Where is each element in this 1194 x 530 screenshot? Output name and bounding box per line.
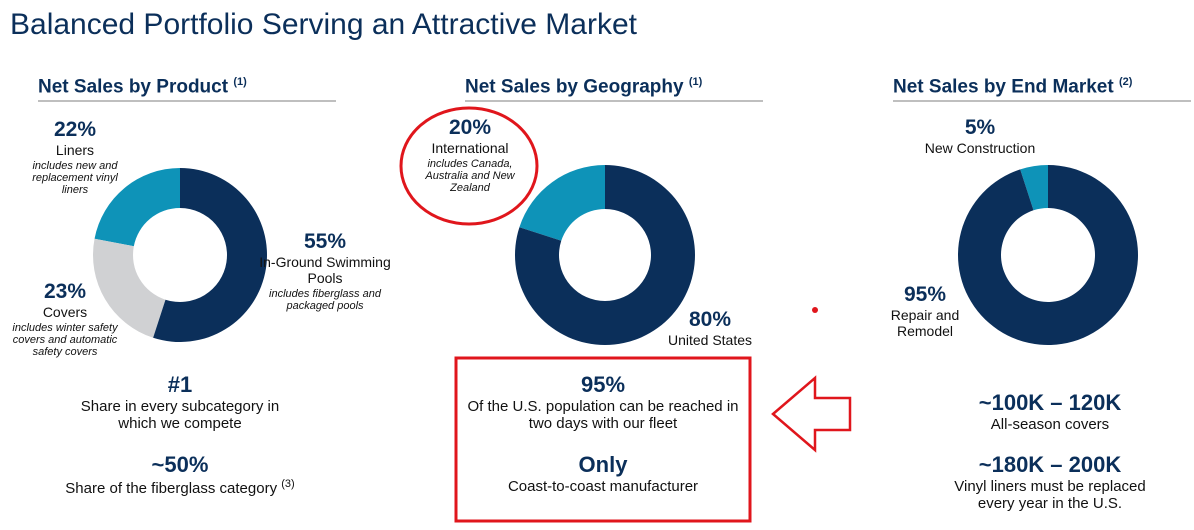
highlight-figure: 95% bbox=[580, 372, 626, 397]
highlight-text: Coast-to-coast manufacturer bbox=[503, 478, 703, 495]
category-label: International bbox=[431, 140, 509, 156]
highlight-text-body: Coast-to-coast manufacturer bbox=[507, 478, 699, 495]
description: includes Canada, Australia and New Zeala… bbox=[425, 158, 515, 194]
donut-segment bbox=[958, 165, 1139, 346]
highlight-text-body: Share in every subcategory in which we c… bbox=[80, 398, 280, 432]
highlight-text: Vinyl liners must be replaced every year… bbox=[950, 478, 1150, 512]
category-label: Repair and Remodel bbox=[890, 307, 960, 339]
footnote: (1) bbox=[233, 76, 247, 88]
highlight-circle bbox=[399, 106, 539, 226]
value-label: 20% bbox=[448, 116, 492, 139]
highlight: ~50% Share of the fiberglass category (3) bbox=[60, 452, 300, 497]
highlight-text: Share of the fiberglass category (3) bbox=[60, 478, 300, 497]
slide-title: Balanced Portfolio Serving an Attractive… bbox=[10, 8, 637, 41]
highlight: ~180K – 200K Vinyl liners must be replace… bbox=[950, 452, 1150, 512]
category-label: Covers bbox=[42, 304, 88, 320]
segment-label: 23% Covers includes winter safety covers a… bbox=[0, 280, 130, 358]
donut-segment bbox=[93, 238, 166, 338]
highlight: Only Coast-to-coast manufacturer bbox=[503, 452, 703, 495]
donut-segment bbox=[519, 165, 605, 241]
segment-label: 5% New Construction bbox=[910, 116, 1050, 156]
value-label: 22% bbox=[53, 118, 97, 141]
highlight: 95% Of the U.S. population can be reached… bbox=[463, 372, 743, 432]
highlight-text: Of the U.S. population can be reached in… bbox=[463, 398, 743, 432]
highlight-text: All-season covers bbox=[940, 416, 1160, 433]
chart-title-text: Net Sales by Product bbox=[38, 76, 229, 98]
arrow bbox=[771, 375, 852, 453]
chart-title: Net Sales by End Market (2) bbox=[893, 76, 1191, 103]
value-label: 55% bbox=[303, 230, 347, 253]
category-label: United States bbox=[667, 332, 753, 348]
footnote: (2) bbox=[1118, 76, 1133, 88]
segment-label: 55% In-Ground Swimming Pools includes fibe… bbox=[255, 230, 395, 312]
value-label: 5% bbox=[964, 116, 996, 139]
highlight-box bbox=[454, 356, 752, 523]
segment-label: 95% Repair and Remodel bbox=[875, 283, 975, 339]
highlight: ~100K – 120K All-season covers bbox=[940, 390, 1160, 433]
chart-title-text: Net Sales by End Market bbox=[893, 76, 1114, 98]
chart-title-text: Net Sales by Geography bbox=[465, 76, 684, 98]
footnote: (1) bbox=[688, 76, 703, 88]
chart-title: Net Sales by Product (1) bbox=[38, 76, 336, 103]
segment-label: 20% International includes Canada, Austral… bbox=[410, 116, 530, 194]
description: includes fiberglass and packaged pools bbox=[269, 288, 381, 312]
highlight-text-body: All-season covers bbox=[990, 416, 1110, 433]
dot bbox=[812, 307, 818, 313]
category-label: New Construction bbox=[924, 140, 1036, 156]
footnote: (3) bbox=[281, 478, 295, 490]
highlight-text-body: Share of the fiberglass category bbox=[65, 480, 278, 497]
segment-label: 80% United States bbox=[655, 308, 765, 348]
value-label: 23% bbox=[43, 280, 87, 303]
highlight-text-body: Vinyl liners must be replaced every year… bbox=[954, 478, 1146, 512]
highlight-figure: #1 bbox=[167, 372, 193, 397]
highlight-text: Share in every subcategory in which we c… bbox=[60, 398, 300, 432]
segment-label: 22% Liners includes new and replacement vi… bbox=[20, 118, 130, 196]
donut-segment bbox=[153, 168, 267, 342]
highlight-figure: ~180K – 200K bbox=[978, 452, 1122, 477]
highlight-figure: ~100K – 120K bbox=[978, 390, 1122, 415]
donut-segment bbox=[94, 168, 180, 247]
category-label: Liners bbox=[55, 142, 95, 158]
value-label: 80% bbox=[688, 308, 732, 331]
value-label: 95% bbox=[903, 283, 947, 306]
donut-segment bbox=[1020, 165, 1048, 211]
category-label: In-Ground Swimming Pools bbox=[259, 254, 391, 286]
chart-title: Net Sales by Geography (1) bbox=[465, 76, 763, 103]
highlight-text-body: Of the U.S. population can be reached in… bbox=[467, 398, 739, 432]
description: includes winter safety covers and automa… bbox=[12, 322, 118, 358]
highlight-figure: ~50% bbox=[151, 452, 209, 477]
description: includes new and replacement vinyl liner… bbox=[32, 160, 118, 196]
donut-segment bbox=[515, 165, 696, 346]
highlight: #1 Share in every subcategory in which we… bbox=[60, 372, 300, 432]
highlight-figure: Only bbox=[578, 452, 628, 477]
